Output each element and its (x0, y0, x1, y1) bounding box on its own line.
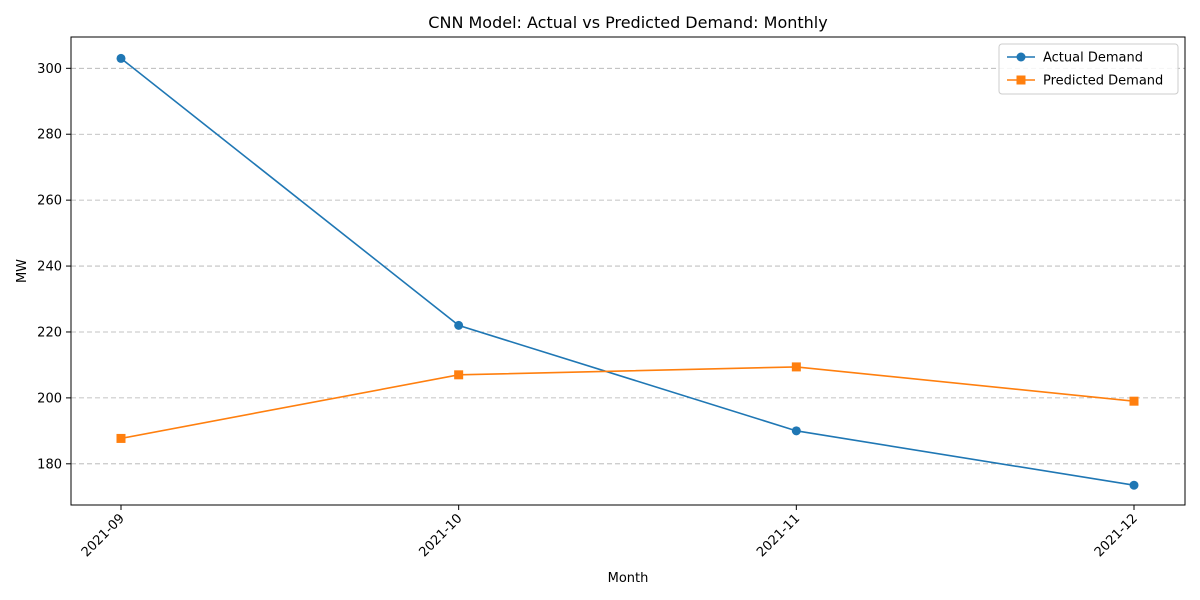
data-point (454, 370, 464, 380)
legend-marker (1016, 52, 1026, 62)
plot-frame (70, 36, 1186, 506)
y-tick-label: 300 (37, 62, 62, 77)
y-tick-label: 280 (37, 128, 62, 143)
legend-label: Actual Demand (1043, 51, 1143, 66)
data-point (1129, 480, 1139, 490)
series-layer (116, 53, 1139, 490)
legend-marker (1016, 75, 1026, 85)
legend-box (998, 43, 1179, 95)
legend: Actual Demand Predicted Demand (998, 43, 1179, 95)
data-point (454, 320, 464, 330)
data-point (791, 426, 801, 436)
chart-title: CNN Model: Actual vs Predicted Demand: M… (428, 13, 827, 32)
series-line (120, 57, 1135, 487)
y-tick-label: 240 (37, 260, 62, 275)
y-axis-label: MW (15, 259, 30, 283)
data-point (1129, 396, 1139, 406)
y-tick-label: 200 (37, 391, 62, 406)
x-axis-label: Month (608, 571, 649, 586)
data-point (116, 433, 126, 443)
data-point (116, 53, 126, 63)
y-tick-label: 260 (37, 194, 62, 209)
legend-label: Predicted Demand (1043, 74, 1163, 89)
y-tick-label: 220 (37, 325, 62, 340)
y-tick-label: 180 (37, 457, 62, 472)
y-axis: 180 200 220 240 260 280 300 (37, 62, 71, 472)
data-point (791, 362, 801, 372)
series-line (120, 366, 1135, 440)
